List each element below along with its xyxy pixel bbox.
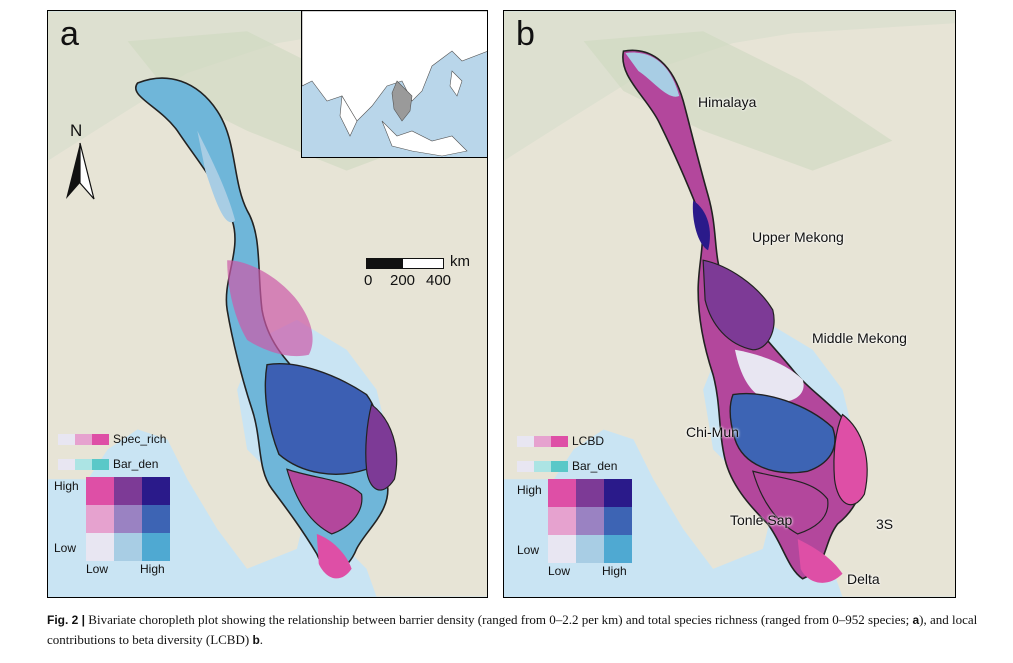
caption-end: . [259,632,264,647]
matrix-cell-r2-c0 [86,533,114,561]
matrix-cell-r1-c2 [142,505,170,533]
legend-axis-high-b: High [602,564,627,578]
matrix-cell-r0-c2 [142,477,170,505]
map-panel-b: b Himalaya Upper Mekong Middle Mekong Ch… [503,10,956,598]
legend-swatch [517,460,534,472]
bivariate-matrix-b [548,479,632,563]
matrix-cell-r2-c1 [576,535,604,563]
panel-letter-a: a [60,15,79,53]
panel-letter-b: b [516,15,535,53]
legend-swatch [92,433,109,445]
figure-caption: Fig. 2 | Bivariate choropleth plot showi… [47,610,987,650]
legend-swatch [534,460,551,472]
legend-axis-low-a: Low [86,562,109,576]
legend-axis-low-b: Low [548,564,571,578]
matrix-cell-r0-c1 [114,477,142,505]
region-label-middle-mekong: Middle Mekong [812,330,907,346]
locator-inset-map [301,11,487,158]
matrix-cell-r1-c2 [604,507,632,535]
region-label-tonle-sap: Tonle Sap [730,512,793,528]
legend-var2-row-a: Bar_den [58,457,158,471]
legend-high-label-a: High [54,479,79,493]
caption-text: Bivariate choropleth plot showing the re… [85,612,913,627]
matrix-cell-r1-c0 [86,505,114,533]
caption-text-2: ), and local contributions to beta diver… [47,612,978,647]
region-label-3s: 3S [876,516,894,532]
legend-low-label-b: Low [517,543,540,557]
legend-swatch [551,460,568,472]
matrix-cell-r0-c1 [576,479,604,507]
caption-fig-label: Fig. 2 | [47,613,86,627]
legend-var2-row-b: Bar_den [517,459,617,473]
matrix-cell-r2-c1 [114,533,142,561]
mekong-highlight [391,80,413,122]
legend-var1-row-b: LCBD [517,434,604,448]
legend-swatch [92,458,109,470]
basin-map-b [504,11,955,597]
matrix-cell-r1-c0 [548,507,576,535]
matrix-cell-r1-c1 [114,505,142,533]
matrix-cell-r2-c2 [142,533,170,561]
map-panel-a: a N km 0 200 400 Spec_rich Bar_den H [47,10,488,598]
legend-var1-label-a: Spec_rich [113,432,167,446]
legend-var1-row-a: Spec_rich [58,432,166,446]
matrix-cell-r0-c2 [604,479,632,507]
legend-swatch [75,433,92,445]
scale-unit: km [450,253,470,270]
legend-swatch [534,435,551,447]
region-label-himalaya: Himalaya [698,94,757,110]
region-label-delta: Delta [847,571,880,587]
scale-tick-400: 400 [426,272,452,289]
legend-swatch [58,458,75,470]
bivariate-matrix-a [86,477,170,561]
matrix-cell-r2-c0 [548,535,576,563]
caption-a-ref: a [912,613,920,627]
region-label-upper-mekong: Upper Mekong [752,229,844,245]
legend-var1-label-b: LCBD [572,434,605,448]
legend-swatch [58,433,75,445]
caption-b-ref: b [252,633,260,647]
legend-swatch [551,435,568,447]
legend-swatch [517,435,534,447]
north-arrow-icon [66,142,95,200]
region-label-chi-mun: Chi-Mun [686,424,739,440]
matrix-cell-r1-c1 [576,507,604,535]
scale-tick-0: 0 [364,272,373,289]
legend-high-label-b: High [517,483,542,497]
scale-tick-200: 200 [390,272,416,289]
legend-var2-label-a: Bar_den [113,457,159,471]
matrix-cell-r0-c0 [86,477,114,505]
north-label: N [70,121,83,140]
matrix-cell-r2-c2 [604,535,632,563]
legend-low-label-a: Low [54,541,77,555]
legend-var2-label-b: Bar_den [572,459,618,473]
legend-swatch [75,458,92,470]
legend-axis-high-a: High [140,562,165,576]
matrix-cell-r0-c0 [548,479,576,507]
